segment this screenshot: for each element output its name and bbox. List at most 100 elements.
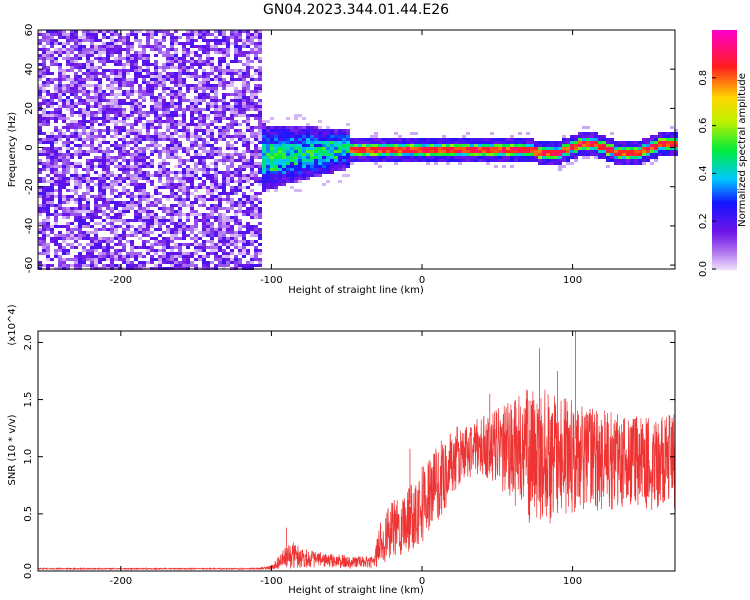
heatmap-cell [146,42,150,45]
heatmap-cell [158,114,162,117]
heatmap-cell [502,153,506,156]
heatmap-cell [46,216,50,219]
heatmap-cell [394,150,398,153]
heatmap-cell [38,105,42,108]
heatmap-cell [218,138,222,141]
heatmap-cell [130,141,134,144]
heatmap-cell [174,258,178,261]
heatmap-cell [82,102,86,105]
heatmap-cell [238,246,242,249]
heatmap-cell [166,75,170,78]
heatmap-cell [214,183,218,186]
heatmap-cell [226,102,230,105]
heatmap-cell [230,117,234,120]
heatmap-cell [422,141,426,144]
heatmap-cell [102,93,106,96]
heatmap-cell [170,138,174,141]
heatmap-cell [90,66,94,69]
heatmap-cell [150,261,154,264]
heatmap-cell [218,153,222,156]
heatmap-cell [206,174,210,177]
heatmap-cell [238,102,242,105]
heatmap-cell [178,129,182,132]
heatmap-cell [70,120,74,123]
heatmap-cell [202,72,206,75]
heatmap-cell [174,105,178,108]
heatmap-cell [234,159,238,162]
heatmap-cell [142,147,146,150]
heatmap-cell [90,48,94,51]
heatmap-cell [82,144,86,147]
heatmap-cell [374,132,378,135]
heatmap-cell [222,108,226,111]
heatmap-cell [206,213,210,216]
heatmap-cell [166,219,170,222]
heatmap-cell [662,153,666,156]
heatmap-cell [174,174,178,177]
heatmap-cell [410,156,414,159]
heatmap-cell [342,174,346,177]
heatmap-cell [170,246,174,249]
heatmap-cell [86,177,90,180]
heatmap-cell [402,150,406,153]
heatmap-cell [162,147,166,150]
heatmap-cell [606,147,610,150]
heatmap-cell [170,234,174,237]
heatmap-cell [314,135,318,138]
heatmap-cell [210,228,214,231]
heatmap-cell [522,141,526,144]
heatmap-cell [350,156,354,159]
heatmap-cell [194,246,198,249]
heatmap-cell [302,171,306,174]
heatmap-cell [98,81,102,84]
heatmap-cell [246,195,250,198]
heatmap-cell [246,150,250,153]
heatmap-cell [326,162,330,165]
heatmap-cell [234,246,238,249]
heatmap-cell [62,153,66,156]
heatmap-cell [46,81,50,84]
heatmap-cell [70,114,74,117]
heatmap-cell [246,51,250,54]
heatmap-cell [562,150,566,153]
heatmap-cell [78,165,82,168]
heatmap-cell [278,138,282,141]
heatmap-cell [190,264,194,267]
heatmap-cell [222,117,226,120]
heatmap-cell [426,150,430,153]
heatmap-cell [186,189,190,192]
heatmap-cell [102,252,106,255]
heatmap-cell [82,45,86,48]
heatmap-cell [674,132,678,135]
heatmap-cell [42,198,46,201]
heatmap-cell [194,45,198,48]
heatmap-cell [626,162,630,165]
heatmap-cell [178,96,182,99]
heatmap-cell [246,99,250,102]
heatmap-cell [202,96,206,99]
heatmap-cell [58,201,62,204]
heatmap-cell [206,123,210,126]
heatmap-cell [142,165,146,168]
heatmap-cell [574,147,578,150]
heatmap-cell [378,153,382,156]
colorbar-tick-label: 0.0 [698,261,709,277]
heatmap-cell [646,147,650,150]
heatmap-cell [110,69,114,72]
heatmap-cell [618,156,622,159]
heatmap-cell [162,186,166,189]
colorbar-cell [712,86,737,89]
heatmap-cell [78,204,82,207]
heatmap-cell [218,42,222,45]
heatmap-cell [166,105,170,108]
heatmap-cell [86,258,90,261]
heatmap-cell [78,120,82,123]
heatmap-cell [338,147,342,150]
heatmap-cell [50,180,54,183]
heatmap-cell [202,186,206,189]
heatmap-cell [94,165,98,168]
colorbar-cell [712,68,737,71]
heatmap-cell [74,138,78,141]
heatmap-cell [46,141,50,144]
heatmap-cell [138,174,142,177]
